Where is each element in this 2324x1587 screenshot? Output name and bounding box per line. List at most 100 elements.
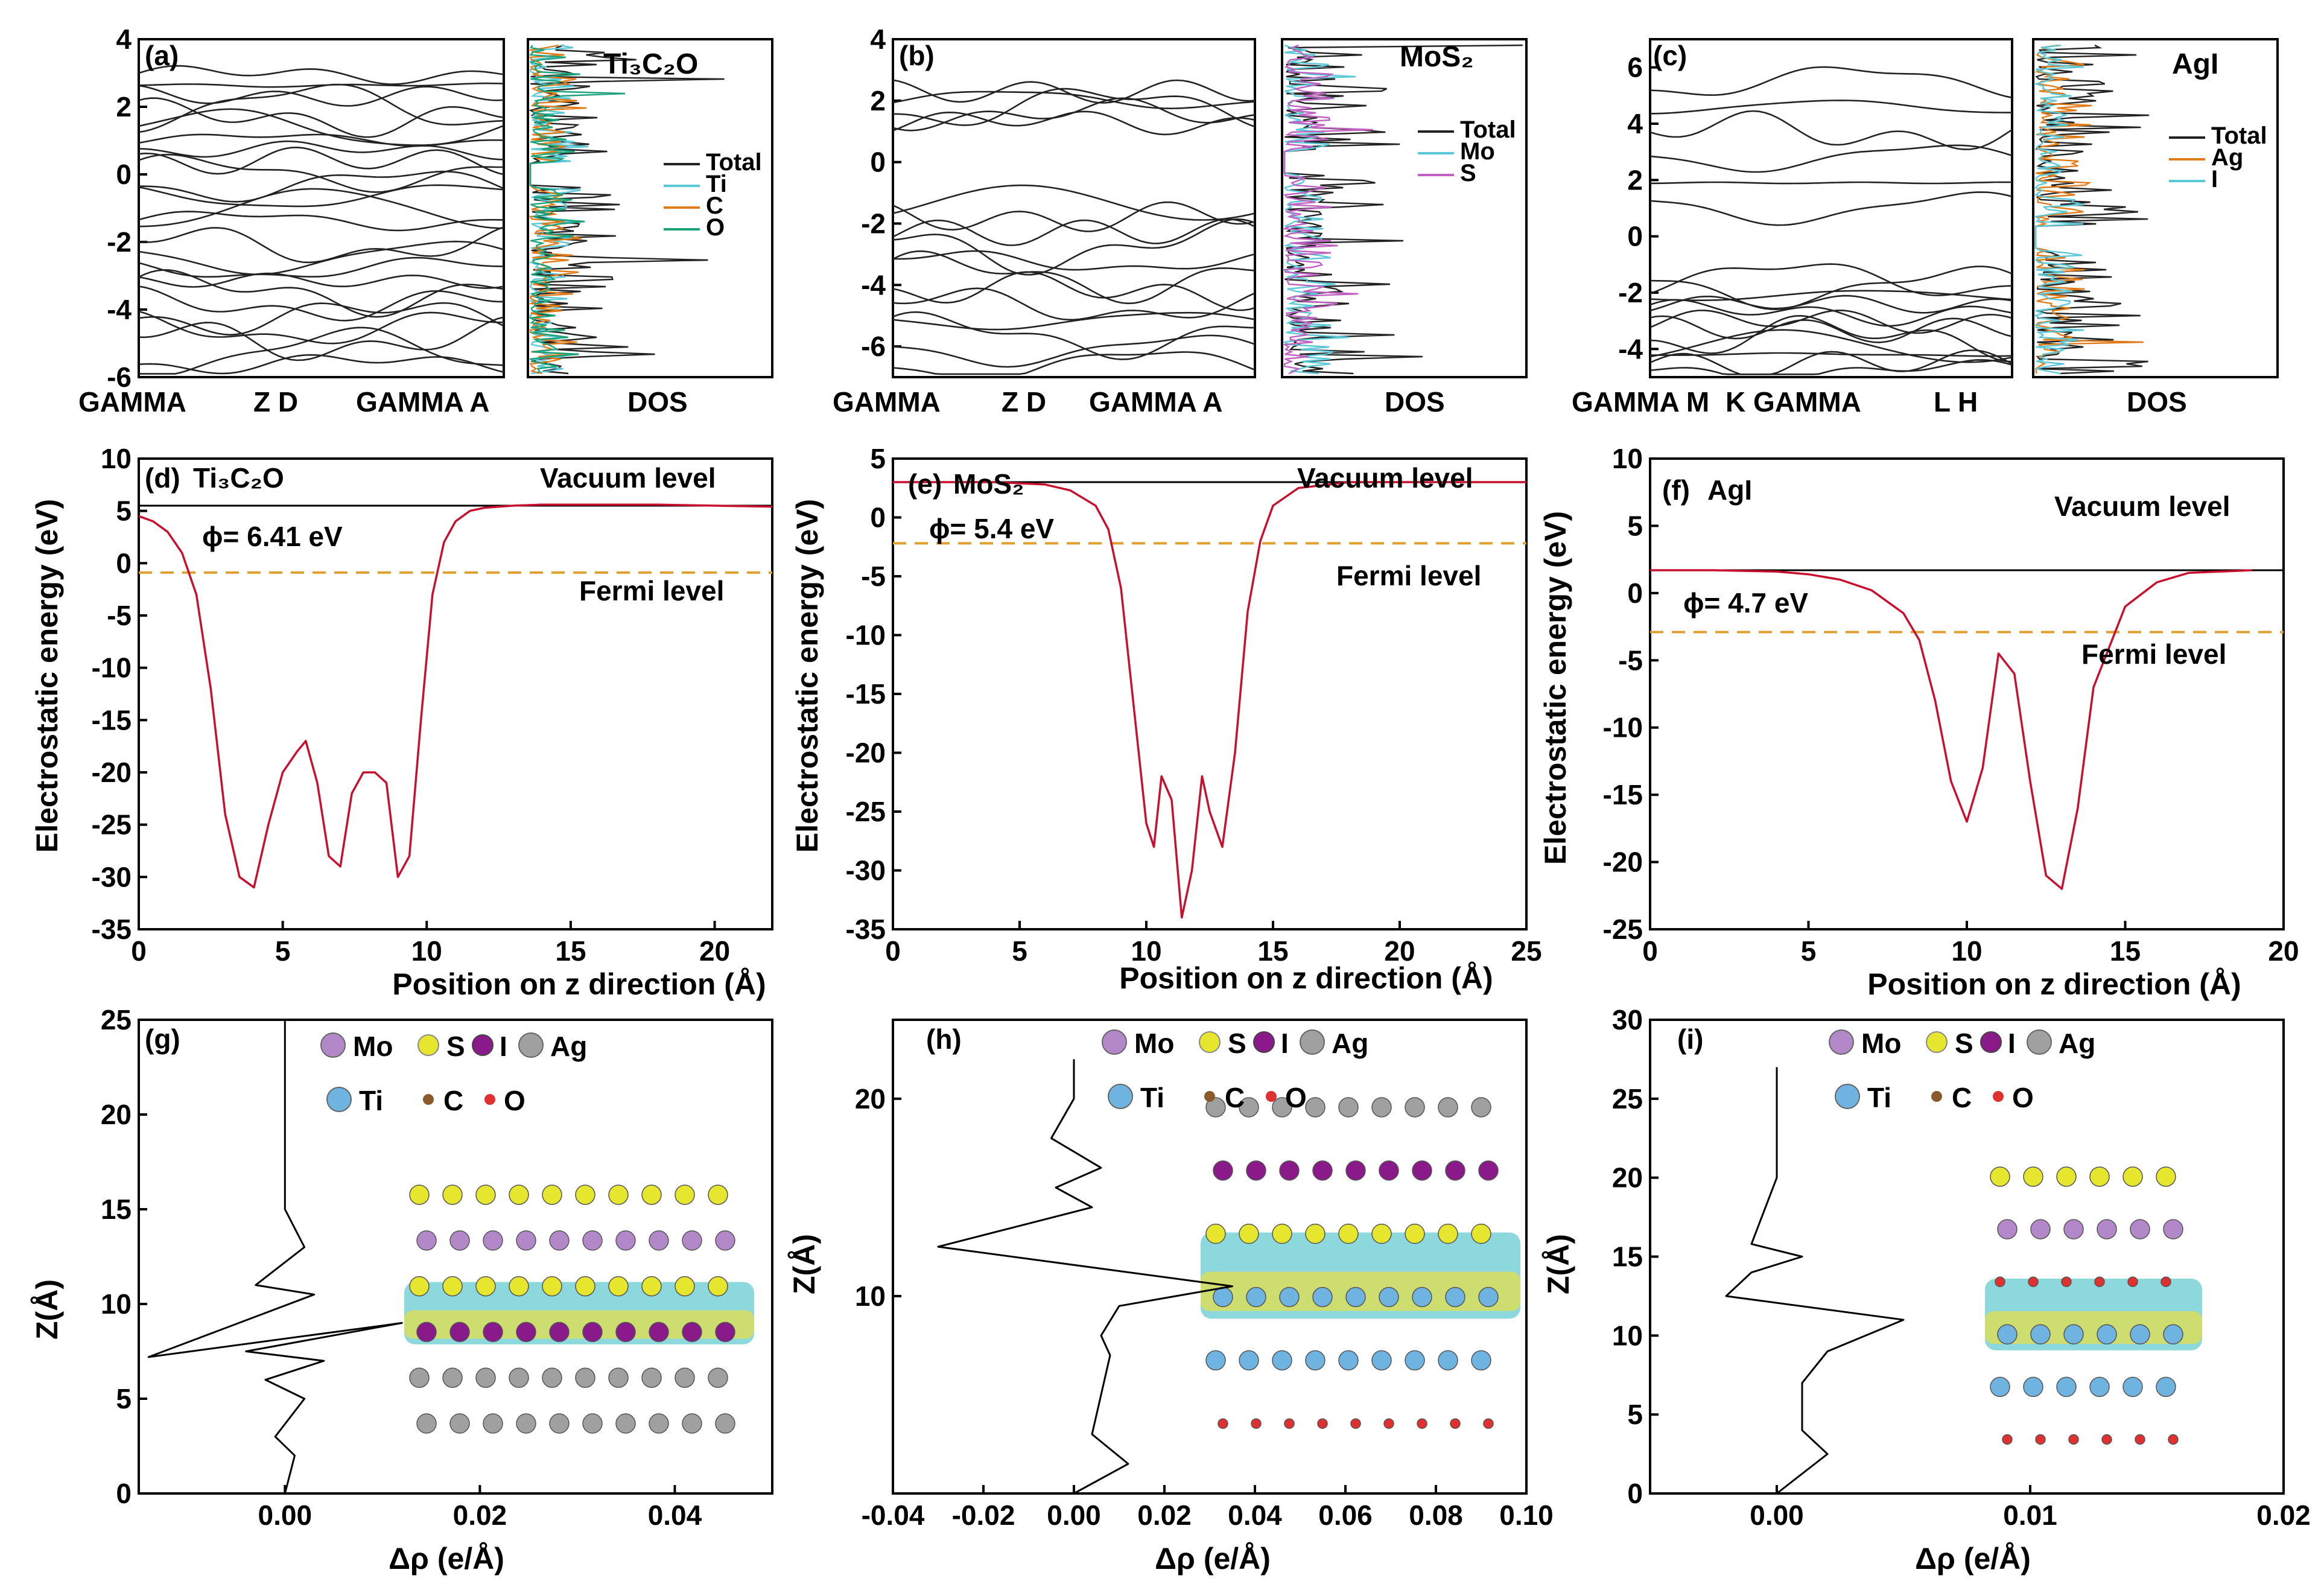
- panel-f-fermi: Fermi level: [2081, 638, 2226, 670]
- band-line: [1649, 349, 2013, 375]
- o-atom-icon: [1266, 1091, 1277, 1102]
- band-ytick-label: 2: [116, 91, 132, 122]
- potential-ytick-label: -10: [92, 652, 132, 684]
- atom: [582, 1321, 603, 1343]
- band-line: [138, 108, 504, 146]
- atom-legend-i: Mo S I Ag Ti C O: [1829, 1028, 2095, 1113]
- band-line: [138, 82, 504, 88]
- band-line: [138, 188, 504, 229]
- panel-d-material: Ti₃C₂O: [193, 462, 284, 494]
- band-line: [138, 170, 504, 203]
- dos-curve-c: [528, 44, 586, 375]
- atom: [575, 1367, 595, 1388]
- band-panel-a: 4 2 0 -2 -4 -6: [107, 24, 773, 393]
- atom: [2163, 1324, 2183, 1345]
- panel-i-xlabel: Δρ (e/Å): [1915, 1542, 2031, 1576]
- legend-o: O: [504, 1085, 525, 1116]
- potential-ytick-label: 10: [101, 443, 132, 474]
- atom: [1997, 1219, 2018, 1239]
- band-ytick-label: -2: [1618, 277, 1643, 308]
- potential-ytick-label: -15: [846, 678, 886, 710]
- mo-atom-icon: [1102, 1029, 1127, 1055]
- band-line: [1649, 191, 2013, 226]
- atom: [516, 1321, 536, 1343]
- band-ytick-label: -2: [107, 226, 132, 258]
- band-line: [892, 250, 1256, 305]
- atom: [475, 1276, 496, 1297]
- atom: [1345, 1160, 1366, 1181]
- charge-density-curve: [147, 1020, 403, 1494]
- atom-legend-h: Mo S I Ag Ti C O: [1102, 1028, 1368, 1113]
- potential-ytick-label: -20: [1603, 847, 1643, 878]
- legend-s: S: [446, 1031, 465, 1062]
- atom: [1379, 1286, 1399, 1308]
- potential-ytick-label: 5: [116, 495, 132, 527]
- atom: [449, 1321, 470, 1343]
- charge-ytick-label: 25: [101, 1004, 132, 1035]
- potential-xtick-label: 0: [1642, 935, 1658, 967]
- panel-c-legend-i: I: [2211, 166, 2218, 192]
- charge-xtick-label: 0.04: [648, 1500, 702, 1531]
- c-atom-icon: [1204, 1091, 1215, 1102]
- atom: [2122, 1376, 2143, 1398]
- atom: [1350, 1418, 1361, 1429]
- charge-xtick-label: 0.08: [1409, 1500, 1463, 1531]
- band-ytick-label: 6: [1627, 52, 1643, 83]
- panel-f-phi: ϕ= 4.7 eV: [1683, 587, 1808, 619]
- charge-xtick-label: 0.00: [1750, 1500, 1804, 1531]
- panel-c-legend-total: Total: [2211, 122, 2267, 149]
- atom: [2097, 1324, 2117, 1345]
- band-ytick-label: 4: [1627, 108, 1643, 139]
- potential-xtick-label: 25: [1511, 935, 1541, 967]
- panel-e-fermi: Fermi level: [1336, 560, 1481, 591]
- panel-a-xtick-2: Z D: [253, 386, 298, 418]
- o-atom-icon: [484, 1094, 495, 1105]
- panel-a-legend-total: Total: [706, 149, 762, 176]
- atom: [1478, 1286, 1499, 1308]
- panel-e-xlabel: Position on z direction (Å): [1119, 961, 1493, 995]
- atom: [1338, 1350, 1359, 1371]
- band-ytick-label: -4: [107, 294, 132, 325]
- charge-panel-i: 0.00 0.01 0.02 0 5 10 15 20 25 30: [1612, 1004, 2311, 1531]
- band-line: [138, 272, 504, 289]
- s-atom-icon: [417, 1034, 439, 1056]
- atom: [1383, 1418, 1394, 1429]
- legend-ag: Ag: [1332, 1028, 1368, 1059]
- band-ytick-label: 2: [870, 85, 886, 116]
- atom: [442, 1185, 463, 1205]
- s-atom-icon: [1199, 1031, 1221, 1053]
- atom: [649, 1230, 669, 1251]
- atom: [641, 1185, 662, 1205]
- band-ytick-label: -6: [107, 361, 132, 393]
- potential-xtick-label: 10: [1951, 935, 1982, 967]
- potential-xtick-label: 15: [1257, 935, 1288, 967]
- atom: [2130, 1219, 2150, 1239]
- atom: [649, 1321, 669, 1343]
- panel-a-legend-ti: Ti: [706, 171, 727, 197]
- atom: [1405, 1223, 1425, 1244]
- potential-ytick-label: -30: [92, 861, 132, 892]
- charge-ytick-label: 5: [1627, 1399, 1643, 1430]
- band-line: [138, 302, 504, 336]
- atom: [2030, 1219, 2051, 1239]
- atom: [649, 1413, 669, 1434]
- atom: [1445, 1286, 1465, 1308]
- atom: [1438, 1350, 1458, 1371]
- charge-frame: [138, 1019, 773, 1495]
- atom: [549, 1230, 570, 1251]
- o-atom-icon: [1993, 1091, 2004, 1102]
- band-line: [1649, 110, 2013, 150]
- dos-curve-i: [2033, 44, 2084, 375]
- atom: [1997, 1324, 2018, 1345]
- potential-ytick-label: -35: [92, 914, 132, 945]
- charge-xtick-label: 0.02: [1137, 1500, 1192, 1531]
- potential-ytick-label: 10: [1612, 443, 1643, 474]
- band-ytick-label: -2: [861, 208, 886, 239]
- dos-frame: [1281, 38, 1528, 378]
- atom: [2122, 1166, 2143, 1187]
- atom: [2156, 1166, 2176, 1187]
- legend-ag: Ag: [2059, 1028, 2095, 1059]
- atom: [1471, 1350, 1491, 1371]
- atom: [1305, 1350, 1326, 1371]
- legend-ti: Ti: [359, 1085, 383, 1116]
